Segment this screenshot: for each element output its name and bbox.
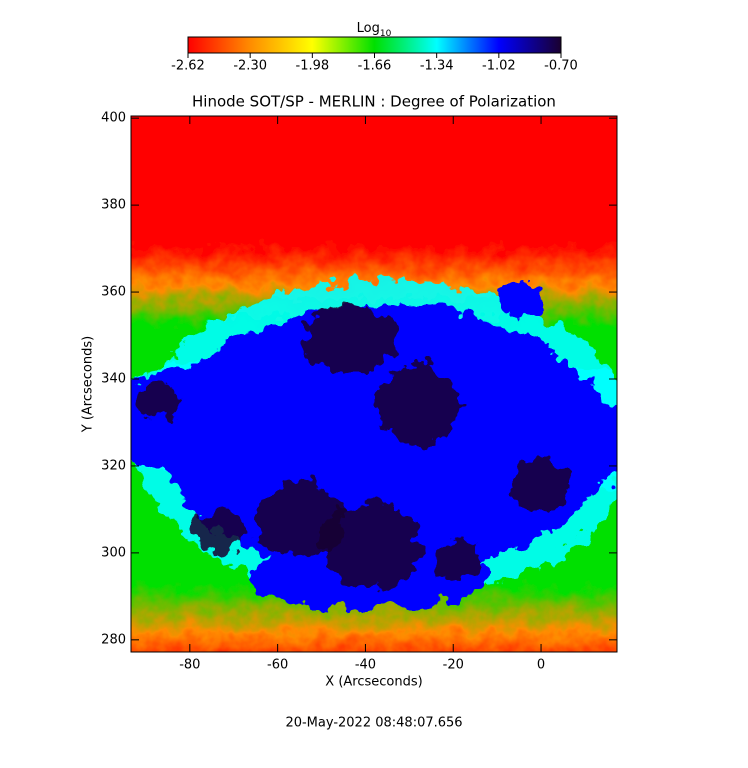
y-tick-label: 320: [101, 458, 126, 473]
y-tick-label: 400: [101, 111, 126, 126]
x-tick-label: -60: [267, 658, 288, 673]
y-tick-label: 340: [101, 372, 126, 387]
x-tick-label: -20: [443, 658, 464, 673]
penumbra: [500, 282, 540, 318]
colorbar-tick-label: -0.70: [544, 59, 578, 74]
colorbar-label-base: Log: [357, 21, 380, 36]
x-tick-label: 0: [537, 658, 545, 673]
x-tick-label: -80: [179, 658, 200, 673]
colorbar-tick-label: -2.30: [233, 59, 267, 74]
texture: [131, 116, 617, 652]
footer-date: 20-May-2022 08:48:07.656: [285, 716, 462, 731]
umbra: [510, 460, 570, 510]
colorbar-tick-label: -1.98: [296, 59, 330, 74]
umbra: [438, 540, 482, 580]
x-axis-label: X (Arcseconds): [325, 675, 422, 690]
polarization-map: [131, 116, 617, 652]
umbra: [378, 365, 462, 445]
y-tick-label: 360: [101, 285, 126, 300]
y-tick-label: 280: [101, 632, 126, 647]
colorbar-tick-label: -1.34: [420, 59, 454, 74]
y-tick-label: 380: [101, 198, 126, 213]
colorbar-tick-label: -1.66: [358, 59, 392, 74]
umbra: [195, 508, 245, 552]
umbra: [138, 382, 182, 418]
y-axis-label: Y (Arcseconds): [81, 336, 96, 433]
y-tick-label: 300: [101, 545, 126, 560]
plot-frame: [130, 115, 618, 653]
colorbar-tick-label: -1.02: [482, 59, 516, 74]
umbra: [305, 305, 395, 375]
colorbar-tick-label: -2.62: [171, 59, 205, 74]
colorbar: [187, 36, 562, 54]
colorbar-label-subscript: 10: [380, 29, 392, 39]
colorbar-label: Log10: [357, 21, 392, 39]
umbra: [320, 500, 420, 590]
x-tick-label: -40: [355, 658, 376, 673]
chart-title: Hinode SOT/SP - MERLIN : Degree of Polar…: [192, 93, 556, 111]
